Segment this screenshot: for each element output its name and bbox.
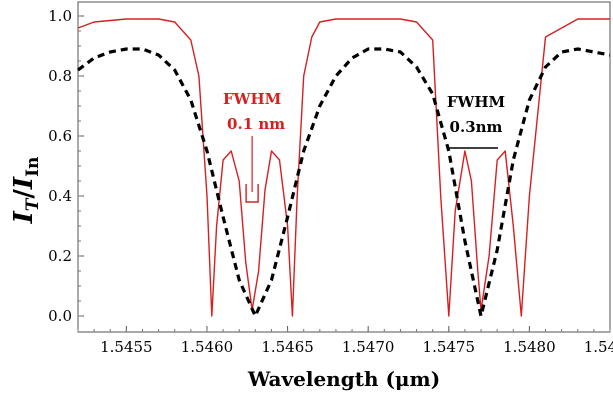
- y-tick-label: 0.6: [48, 127, 72, 145]
- y-label-den-sub: In: [23, 157, 43, 177]
- x-tick-labels: 1.5455 1.5460 1.5465 1.5470 1.5475 1.5480 1.54…: [100, 338, 613, 356]
- x-tick-label: 1.5465: [261, 338, 314, 356]
- fwhm-label-red: FWHM: [223, 90, 281, 108]
- fwhm-annotations: FWHM 0.1 nm FWHM 0.3nm: [223, 90, 505, 203]
- y-tick-label: 0.4: [48, 187, 72, 205]
- y-axis-label: IT/IIn: [9, 157, 43, 225]
- tick-marks: [77, 15, 611, 332]
- solid-series-line: [77, 18, 610, 317]
- fwhm-bracket-red: [245, 184, 259, 203]
- x-tick-label: 1.5480: [503, 338, 556, 356]
- fwhm-label-black: FWHM: [447, 93, 505, 111]
- fwhm-value-black: 0.3nm: [450, 118, 503, 136]
- plot-frame: [77, 1, 611, 333]
- x-tick-label: 1.5460: [181, 338, 234, 356]
- y-tick-label: 0.2: [48, 247, 72, 265]
- y-label-slash: /: [9, 189, 39, 199]
- x-tick-label: 1.5455: [100, 338, 153, 356]
- x-tick-label: 1.5475: [423, 338, 476, 356]
- fwhm-value-red: 0.1 nm: [227, 115, 285, 133]
- y-label-main: I: [9, 210, 39, 224]
- fwhm-annotation-black: FWHM 0.3nm: [447, 93, 505, 149]
- data-series: [77, 18, 611, 318]
- y-tick-label: 0.8: [48, 67, 72, 85]
- y-label-main-2: I: [9, 176, 39, 190]
- y-tick-label: 1.0: [48, 7, 72, 25]
- y-tick-label: 0.0: [48, 307, 72, 325]
- x-tick-label: 1.5485: [584, 338, 613, 356]
- y-label-num-sub: T: [23, 197, 43, 211]
- x-axis-label: Wavelength (μm): [247, 367, 440, 391]
- dashed-series-line: [77, 47, 611, 318]
- y-tick-labels: 0.0 0.2 0.4 0.6 0.8 1.0: [48, 7, 72, 325]
- x-tick-label: 1.5470: [342, 338, 395, 356]
- fwhm-annotation-red: FWHM 0.1 nm: [223, 90, 285, 203]
